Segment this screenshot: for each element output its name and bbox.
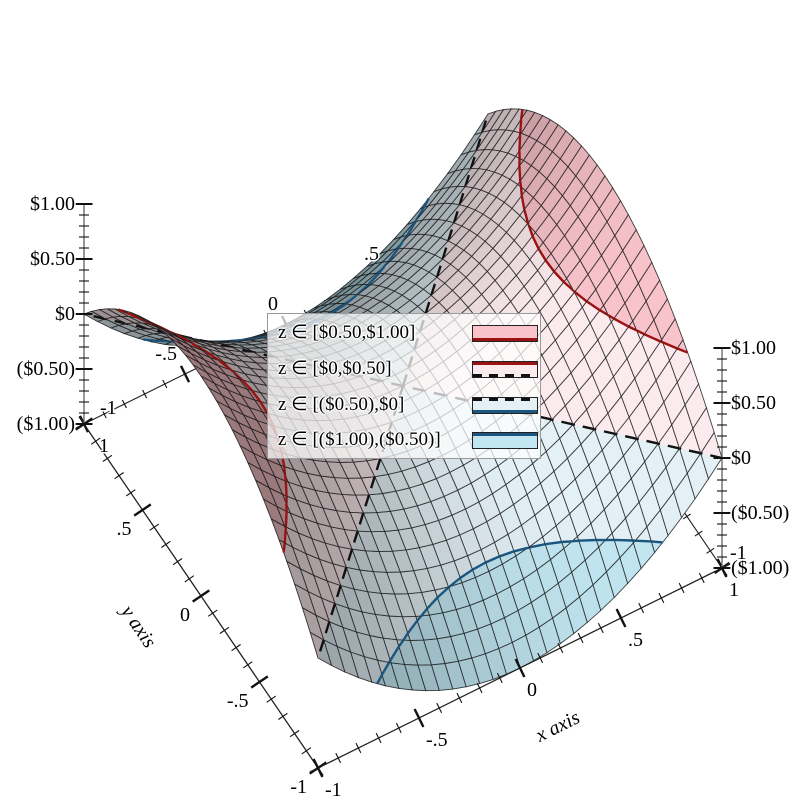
legend-contour-line-0 xyxy=(473,398,537,401)
legend-contour-line-0.5 xyxy=(473,362,537,365)
front-axes xyxy=(75,203,731,778)
x-axis-tick-label: -1 xyxy=(325,779,342,801)
rear-x-axis-tick-label: -1 xyxy=(100,397,117,419)
z-axis-right-tick-label: ($0.50) xyxy=(731,502,790,524)
y-axis-tick-label: -.5 xyxy=(226,690,249,712)
legend-swatch-interval-3 xyxy=(472,432,538,449)
legend-swatch-interval-1 xyxy=(472,361,538,378)
legend-entry-label: z ∈ [($1.00),($0.50)] xyxy=(278,429,441,450)
z-axis-right-tick-label: $1.00 xyxy=(731,337,776,359)
legend-entry-label: z ∈ [$0,$0.50] xyxy=(278,358,392,379)
legend: z ∈ [$0.50,$1.00] z ∈ [$0,$0.50] z ∈ [($… xyxy=(267,313,541,459)
y-axis-tick-label: 1 xyxy=(99,435,109,457)
y-axis-tick-label: 0 xyxy=(180,604,190,626)
rear-y-axis-tick-label: -1 xyxy=(730,542,747,564)
x-axis-tick-label: .5 xyxy=(628,629,643,651)
z-axis-right-tick-label: $0 xyxy=(731,447,751,469)
x-axis-tick-label: 0 xyxy=(527,679,537,701)
z-axis-tick-label: ($1.00) xyxy=(16,413,75,435)
z-axis-tick-label: $0 xyxy=(55,303,75,325)
x-axis-tick-label: 1 xyxy=(729,579,739,601)
legend-swatch-interval-0 xyxy=(472,325,538,342)
legend-entry: z ∈ [$0.50,$1.00] xyxy=(278,322,538,343)
legend-entry-label: z ∈ [$0.50,$1.00] xyxy=(278,322,416,343)
legend-swatch-interval-2 xyxy=(472,397,538,414)
y-axis-tick-label: .5 xyxy=(116,518,132,540)
y-axis-tick-label: -1 xyxy=(290,776,307,798)
z-axis-tick-label: $0.50 xyxy=(30,248,75,270)
z-axis-tick-label: $1.00 xyxy=(30,193,75,215)
z-axis-tick-label: ($0.50) xyxy=(16,358,75,380)
legend-contour-line--0.5 xyxy=(473,410,537,413)
rear-x-axis-tick-label: .5 xyxy=(364,243,379,265)
z-axis-right-tick-label: $0.50 xyxy=(731,392,776,414)
legend-entry: z ∈ [($0.50),$0] xyxy=(278,394,538,415)
rear-x-axis-tick-label: 0 xyxy=(268,293,278,315)
rear-x-axis-tick-label: -.5 xyxy=(155,343,177,365)
legend-contour-line-0.5 xyxy=(473,338,537,341)
legend-entry-label: z ∈ [($0.50),$0] xyxy=(278,394,405,415)
legend-entry: z ∈ [$0,$0.50] xyxy=(278,358,538,379)
legend-entry: z ∈ [($1.00),($0.50)] xyxy=(278,429,538,450)
legend-contour-line-0 xyxy=(473,374,537,377)
x-axis-tick-label: -.5 xyxy=(426,729,448,751)
legend-contour-line--0.5 xyxy=(473,433,537,436)
z-axis-right-tick-label: ($1.00) xyxy=(731,557,790,579)
